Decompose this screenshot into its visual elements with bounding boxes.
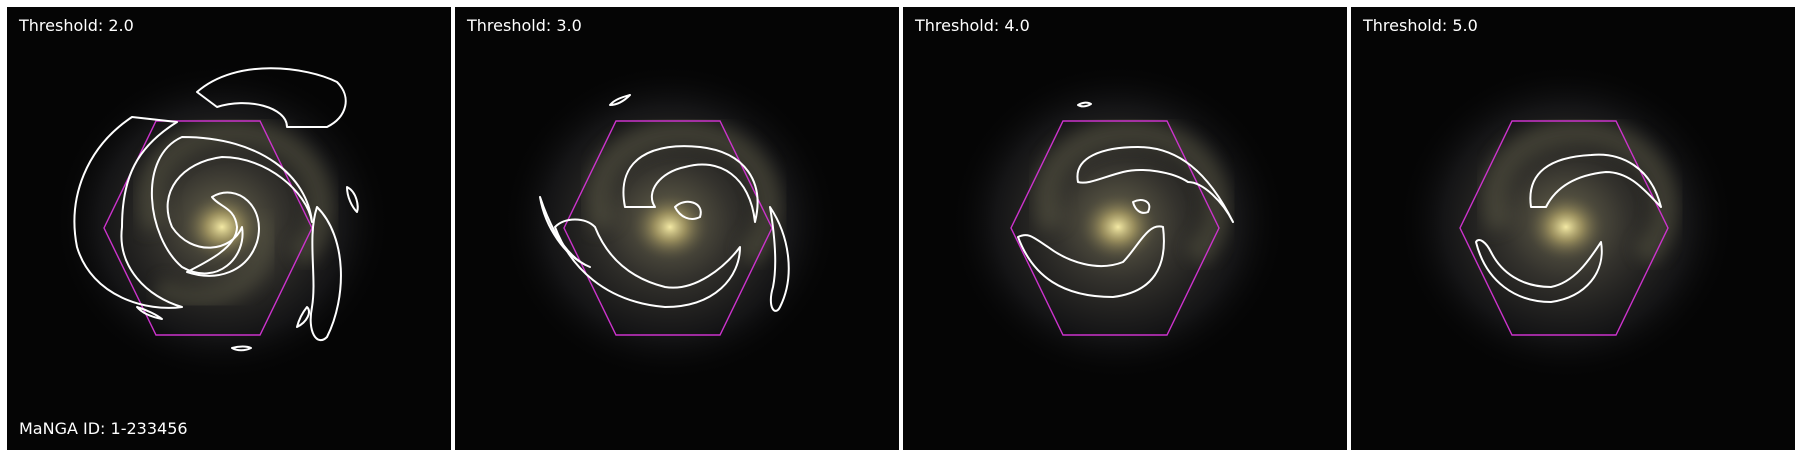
galaxy-image <box>903 7 1347 450</box>
threshold-label: Threshold: 3.0 <box>467 16 582 35</box>
galaxy-panel-1: Threshold: 2.0 MaNGA ID: 1-233456 <box>7 7 451 450</box>
ifu-hexagon <box>563 120 773 336</box>
ifu-hexagon <box>1459 120 1669 336</box>
manga-id-label: MaNGA ID: 1-233456 <box>19 419 188 438</box>
contour-lines <box>539 94 790 312</box>
contour-lines <box>1017 101 1234 298</box>
galaxy-panel-4: Threshold: 5.0 <box>1351 7 1795 450</box>
galaxy-image <box>455 7 899 450</box>
galaxy-image <box>7 7 451 450</box>
galaxy-panel-3: Threshold: 4.0 <box>903 7 1347 450</box>
galaxy-panel-2: Threshold: 3.0 <box>455 7 899 450</box>
threshold-label: Threshold: 4.0 <box>915 16 1030 35</box>
threshold-label: Threshold: 2.0 <box>19 16 134 35</box>
threshold-label: Threshold: 5.0 <box>1363 16 1478 35</box>
ifu-hexagon <box>1010 120 1220 336</box>
galaxy-image <box>1351 7 1795 450</box>
contour-lines <box>73 67 359 352</box>
ifu-hexagon <box>103 120 313 336</box>
contour-lines <box>1475 153 1662 303</box>
